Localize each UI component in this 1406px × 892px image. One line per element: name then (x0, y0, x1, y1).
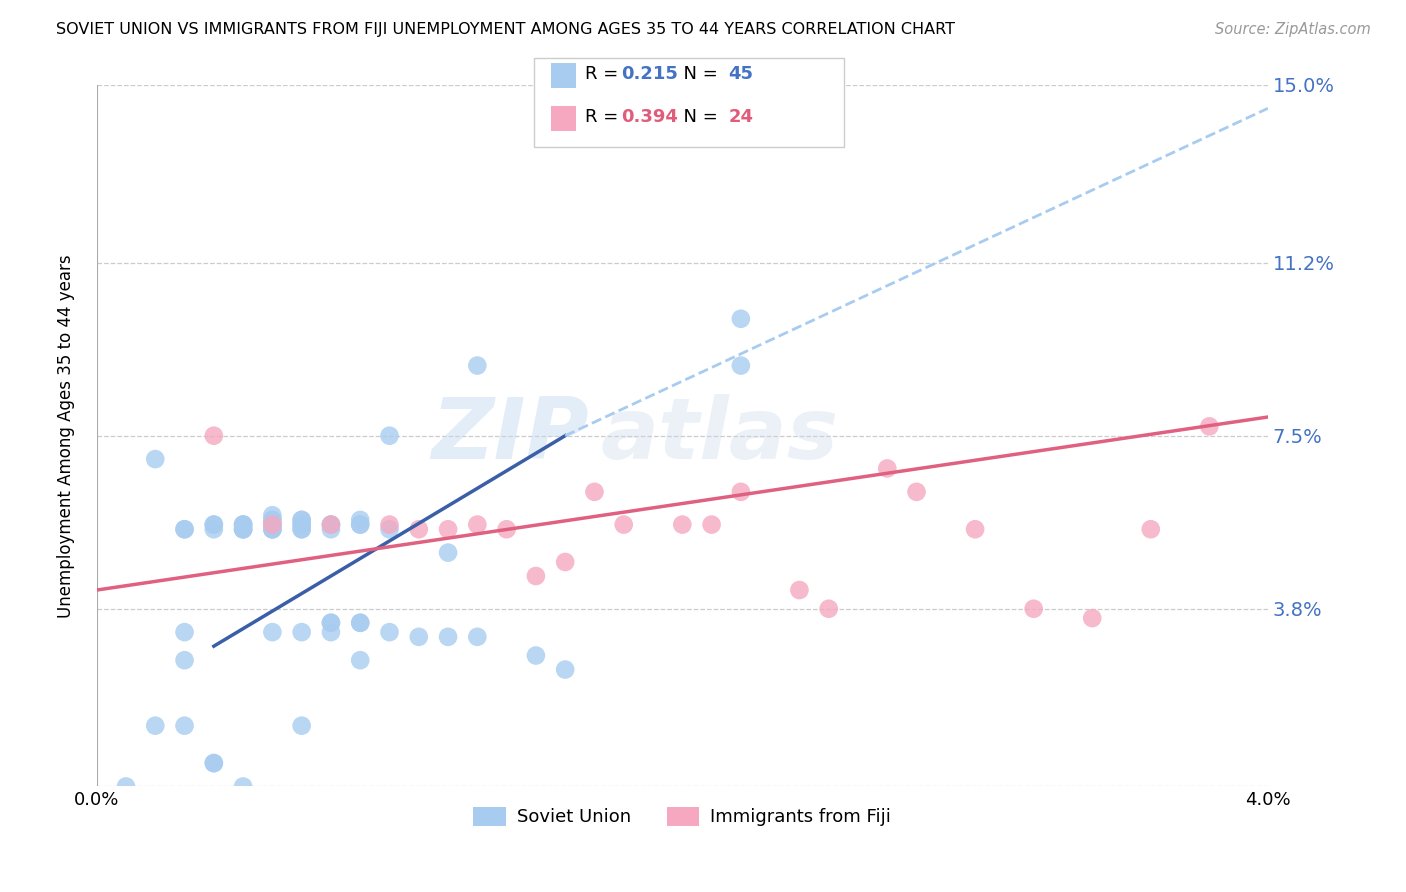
Text: atlas: atlas (600, 394, 838, 477)
Legend: Soviet Union, Immigrants from Fiji: Soviet Union, Immigrants from Fiji (467, 800, 898, 834)
Point (378, 517, 401, 532)
Point (613, 517, 636, 532)
Point (173, 653, 195, 667)
Point (173, 625, 195, 640)
Point (349, 513, 371, 527)
Point (905, 484, 928, 499)
Point (202, 522, 225, 536)
Point (143, 452, 166, 467)
Point (319, 517, 342, 532)
Point (965, 522, 987, 536)
Point (319, 517, 342, 532)
Point (232, 780, 254, 794)
Text: 0.215: 0.215 (621, 65, 678, 83)
Point (467, 630, 489, 644)
Point (319, 522, 342, 536)
Point (319, 625, 342, 640)
Point (319, 517, 342, 532)
Point (349, 615, 371, 630)
Point (437, 546, 460, 560)
Text: 0.394: 0.394 (621, 108, 678, 126)
Point (262, 513, 284, 527)
Point (1081, 611, 1104, 625)
Text: N =: N = (672, 108, 724, 126)
Point (173, 719, 195, 733)
Point (1022, 601, 1045, 615)
Point (378, 522, 401, 536)
Point (262, 517, 284, 532)
Point (495, 522, 517, 536)
Point (671, 517, 693, 532)
Point (554, 663, 576, 677)
Point (437, 630, 460, 644)
Point (319, 615, 342, 630)
Point (232, 517, 254, 532)
Point (202, 756, 225, 770)
Point (817, 601, 839, 615)
Point (349, 517, 371, 532)
Point (291, 517, 314, 532)
Point (291, 513, 314, 527)
Point (876, 461, 898, 475)
Point (262, 625, 284, 640)
Point (262, 517, 284, 532)
Point (349, 517, 371, 532)
Point (291, 522, 314, 536)
Point (524, 569, 547, 583)
Point (173, 522, 195, 536)
Point (262, 517, 284, 532)
Point (291, 719, 314, 733)
Point (1198, 419, 1220, 434)
Point (349, 653, 371, 667)
Point (232, 522, 254, 536)
Text: 45: 45 (728, 65, 754, 83)
Point (700, 517, 723, 532)
Point (291, 513, 314, 527)
Text: ZIP: ZIP (432, 394, 589, 477)
Point (524, 648, 547, 663)
Point (291, 517, 314, 532)
Text: N =: N = (672, 65, 724, 83)
Point (408, 630, 430, 644)
Point (349, 615, 371, 630)
Point (291, 522, 314, 536)
Text: SOVIET UNION VS IMMIGRANTS FROM FIJI UNEMPLOYMENT AMONG AGES 35 TO 44 YEARS CORR: SOVIET UNION VS IMMIGRANTS FROM FIJI UNE… (56, 22, 955, 37)
Point (319, 615, 342, 630)
Point (730, 359, 752, 373)
Point (262, 508, 284, 523)
Point (262, 522, 284, 536)
Point (583, 484, 606, 499)
Point (467, 359, 489, 373)
Point (437, 522, 460, 536)
Point (262, 522, 284, 536)
Point (143, 719, 166, 733)
Point (378, 625, 401, 640)
Point (232, 522, 254, 536)
Text: Source: ZipAtlas.com: Source: ZipAtlas.com (1215, 22, 1371, 37)
Point (173, 522, 195, 536)
Point (202, 517, 225, 532)
Text: R =: R = (585, 108, 624, 126)
Point (730, 311, 752, 326)
Point (1139, 522, 1161, 536)
Point (789, 582, 811, 597)
Text: 24: 24 (728, 108, 754, 126)
Point (202, 517, 225, 532)
Point (554, 555, 576, 569)
Point (730, 484, 752, 499)
Text: R =: R = (585, 65, 624, 83)
Point (202, 756, 225, 770)
Point (202, 428, 225, 442)
Point (232, 517, 254, 532)
Point (291, 625, 314, 640)
Point (262, 522, 284, 536)
Point (232, 517, 254, 532)
Point (232, 522, 254, 536)
Point (262, 513, 284, 527)
Point (467, 517, 489, 532)
Point (378, 428, 401, 442)
Point (408, 522, 430, 536)
Point (115, 780, 138, 794)
Y-axis label: Unemployment Among Ages 35 to 44 years: Unemployment Among Ages 35 to 44 years (58, 254, 75, 617)
